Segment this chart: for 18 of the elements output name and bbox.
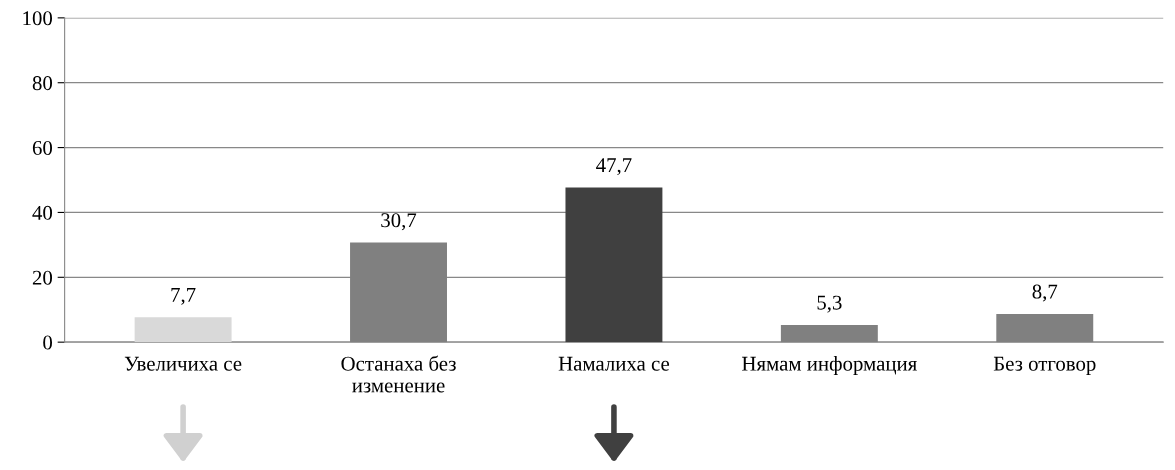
bar: [565, 187, 663, 343]
y-tick-label: 60: [32, 140, 53, 156]
data-label: 7,7: [171, 288, 196, 305]
data-label: 30,7: [381, 213, 417, 231]
y-tick-label: 100: [23, 11, 53, 26]
x-tick-label: Останаха без изменение: [341, 355, 456, 393]
bar: [134, 317, 232, 343]
y-tick-label: 80: [32, 76, 53, 91]
y-tick-label: 0: [43, 335, 53, 350]
x-tick-label: Намалиха се: [558, 356, 670, 371]
data-label: 5,3: [817, 295, 842, 313]
y-tick-label: 40: [32, 205, 53, 220]
y-tick-label: 20: [32, 270, 53, 285]
data-label: 47,7: [596, 158, 632, 176]
x-tick-label: Нямам информация: [742, 356, 917, 375]
x-tick-label: Без отговор: [993, 356, 1096, 375]
data-label: 8,7: [1032, 284, 1058, 302]
x-tick-label: Увеличиха се: [124, 356, 242, 371]
